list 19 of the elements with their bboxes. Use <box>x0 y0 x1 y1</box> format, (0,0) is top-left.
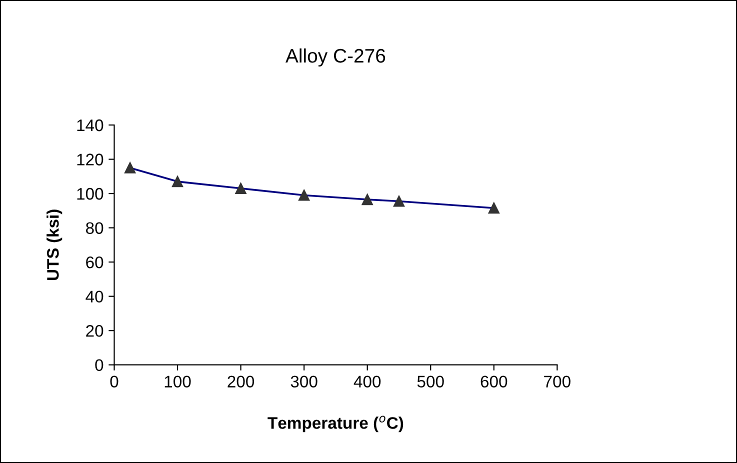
x-tick-label: 400 <box>354 376 381 388</box>
x-tick-label: 200 <box>228 376 254 388</box>
y-tick-label: 0 <box>95 359 104 372</box>
y-axis-title: UTS (ksi) <box>46 210 62 280</box>
x-tick-label: 700 <box>544 376 570 388</box>
y-tick-label: 100 <box>77 188 104 200</box>
x-axis-title: Temperature ($^{o}$C) <box>268 416 404 432</box>
y-tick-label: 140 <box>77 119 104 132</box>
x-tick-label: 100 <box>164 376 191 388</box>
y-tick-label: 120 <box>77 154 104 166</box>
x-tick-label: 300 <box>290 376 318 388</box>
x-tick-label: 500 <box>417 376 444 388</box>
y-tick-label: 60 <box>86 256 104 268</box>
y-tick-label: 20 <box>86 324 104 337</box>
chart-title: Alloy C-276 <box>285 48 386 67</box>
x-tick-label: 0 <box>110 376 118 388</box>
y-tick-label: 80 <box>86 222 104 234</box>
y-tick-label: 40 <box>86 290 104 303</box>
x-tick-label: 600 <box>480 376 508 388</box>
